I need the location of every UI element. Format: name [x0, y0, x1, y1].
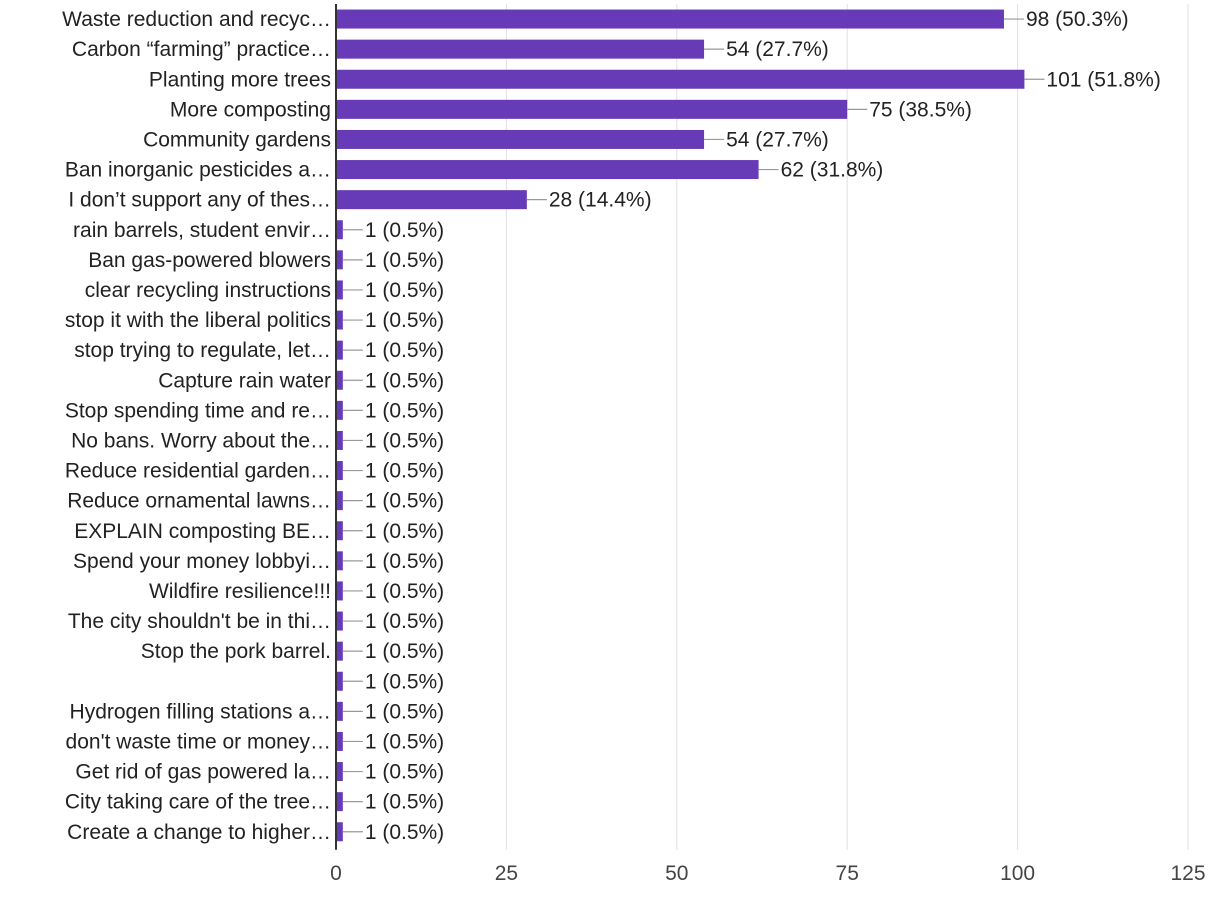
x-tick-label: 75 — [836, 862, 859, 885]
x-tick-label: 0 — [330, 862, 342, 885]
value-label: 1 (0.5%) — [365, 821, 444, 844]
category-label: rain barrels, student envir… — [73, 219, 331, 242]
category-label: Reduce ornamental lawns… — [67, 490, 331, 513]
x-tick-label: 25 — [495, 862, 518, 885]
bar — [336, 310, 343, 330]
category-label: Reduce residential garden… — [65, 460, 331, 483]
value-label: 1 (0.5%) — [365, 490, 444, 513]
value-label: 75 (38.5%) — [869, 98, 972, 121]
category-label: stop trying to regulate, let… — [74, 339, 331, 362]
category-label: don't waste time or money… — [66, 730, 331, 753]
category-label: Stop spending time and re… — [65, 399, 331, 422]
value-label: 62 (31.8%) — [781, 159, 884, 182]
bar — [336, 280, 343, 300]
value-label: 101 (51.8%) — [1046, 68, 1160, 91]
value-label: 1 (0.5%) — [365, 700, 444, 723]
category-label: Ban gas-powered blowers — [88, 249, 331, 272]
bar — [336, 250, 343, 270]
value-label: 1 (0.5%) — [365, 610, 444, 633]
bar — [336, 400, 343, 420]
category-label: Ban inorganic pesticides a… — [65, 159, 331, 182]
category-label: City taking care of the tree… — [65, 791, 331, 814]
category-label: Get rid of gas powered la… — [75, 761, 331, 784]
value-label: 98 (50.3%) — [1026, 8, 1129, 31]
value-label: 54 (27.7%) — [726, 38, 829, 61]
bar — [336, 220, 343, 240]
bar — [336, 611, 343, 631]
value-label: 1 (0.5%) — [365, 761, 444, 784]
category-label: Planting more trees — [149, 68, 331, 91]
bar — [336, 731, 343, 751]
bar — [336, 190, 527, 210]
value-label: 1 (0.5%) — [365, 429, 444, 452]
bar — [336, 99, 848, 119]
category-label: I don’t support any of thes… — [68, 189, 331, 212]
value-label: 1 (0.5%) — [365, 640, 444, 663]
category-label: EXPLAIN composting BE… — [74, 520, 331, 543]
category-label: Hydrogen filling stations a… — [70, 700, 331, 723]
category-label: clear recycling instructions — [85, 279, 331, 302]
value-label: 1 (0.5%) — [365, 580, 444, 603]
value-label: 1 (0.5%) — [365, 279, 444, 302]
bar — [336, 581, 343, 601]
bar — [336, 551, 343, 571]
category-label: No bans. Worry about the… — [71, 429, 331, 452]
category-label: Carbon “farming” practice… — [72, 38, 331, 61]
value-label: 1 (0.5%) — [365, 249, 444, 272]
value-label: 1 (0.5%) — [365, 550, 444, 573]
category-label: Capture rain water — [158, 369, 331, 392]
bar — [336, 160, 759, 180]
bar — [336, 521, 343, 541]
value-label: 1 (0.5%) — [365, 399, 444, 422]
bar — [336, 69, 1025, 89]
value-label: 1 (0.5%) — [365, 309, 444, 332]
category-label: Stop the pork barrel. — [141, 640, 331, 663]
bar — [336, 822, 343, 842]
x-tick-label: 100 — [1000, 862, 1035, 885]
category-label: Waste reduction and recyc… — [62, 8, 331, 31]
category-label: Spend your money lobbyi… — [73, 550, 331, 573]
bar — [336, 461, 343, 481]
x-tick-label: 50 — [665, 862, 688, 885]
bar-layer — [336, 9, 1025, 842]
value-label: 1 (0.5%) — [365, 339, 444, 362]
value-label: 54 (27.7%) — [726, 128, 829, 151]
category-label: The city shouldn't be in thi… — [68, 610, 331, 633]
bar — [336, 762, 343, 782]
value-label: 1 (0.5%) — [365, 670, 444, 693]
x-tick-label: 125 — [1170, 862, 1205, 885]
value-label: 1 (0.5%) — [365, 730, 444, 753]
category-label: Create a change to higher… — [67, 821, 331, 844]
bar — [336, 9, 1004, 29]
category-label: Wildfire resilience!!! — [149, 580, 331, 603]
label-layer: 0 25 50 75 100 125 Waste reduction and recyc… 9… — [62, 8, 1205, 885]
bar — [336, 792, 343, 812]
bar — [336, 671, 343, 691]
value-label: 28 (14.4%) — [549, 189, 652, 212]
value-label: 1 (0.5%) — [365, 520, 444, 543]
bar — [336, 641, 343, 661]
value-label: 1 (0.5%) — [365, 219, 444, 242]
bar — [336, 701, 343, 721]
bar — [336, 129, 705, 149]
value-label: 1 (0.5%) — [365, 369, 444, 392]
category-label: More composting — [170, 98, 331, 121]
bar — [336, 39, 705, 59]
bar — [336, 491, 343, 511]
value-label: 1 (0.5%) — [365, 791, 444, 814]
category-label: Community gardens — [143, 128, 331, 151]
bar — [336, 370, 343, 390]
bar — [336, 430, 343, 450]
category-label: stop it with the liberal politics — [65, 309, 331, 332]
bar — [336, 340, 343, 360]
value-label: 1 (0.5%) — [365, 460, 444, 483]
